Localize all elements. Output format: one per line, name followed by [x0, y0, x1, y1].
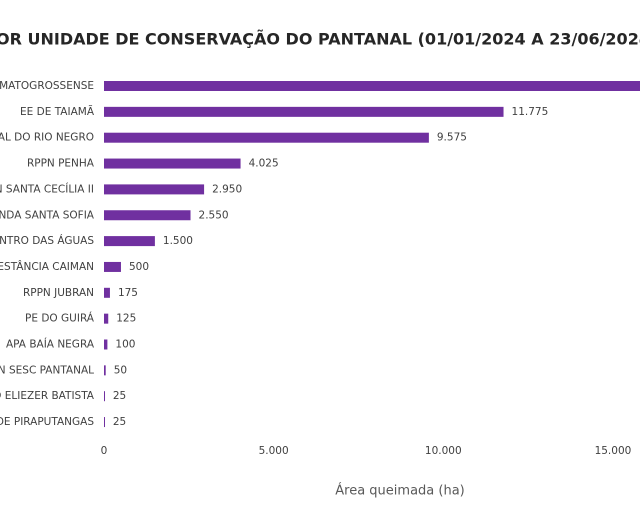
x-tick-label: 10.000 — [425, 445, 462, 457]
value-label: 175 — [118, 287, 138, 299]
y-tick-label: APA BAÍA NEGRA — [6, 338, 95, 351]
y-tick-label: PN SANTA CECÍLIA II — [0, 182, 94, 195]
bar — [104, 365, 106, 376]
bar — [104, 313, 109, 324]
bar — [104, 184, 205, 195]
bar — [104, 391, 105, 402]
bar — [104, 287, 110, 298]
value-label: 25 — [113, 390, 126, 402]
value-label: 1.500 — [163, 235, 193, 247]
value-label: 2.950 — [212, 183, 242, 195]
bar — [104, 158, 241, 169]
value-label: 100 — [115, 339, 135, 351]
bar — [104, 106, 504, 117]
x-tick-label: 15.000 — [595, 445, 632, 457]
y-tick-label: I ESTÂNCIA CAIMAN — [0, 260, 94, 273]
value-label: 2.550 — [199, 209, 229, 221]
y-tick-label: ZENDA SANTA SOFIA — [0, 209, 95, 221]
value-label: 125 — [116, 313, 136, 325]
bar — [104, 81, 640, 91]
value-label: 25 — [113, 416, 126, 428]
x-axis-title: Área queimada (ha) — [335, 483, 464, 499]
value-label: 11.775 — [512, 106, 549, 118]
y-tick-label: CONTRO DAS ÁGUAS — [0, 234, 94, 247]
y-tick-label: PE DO GUIRÁ — [25, 312, 95, 325]
value-label: 50 — [114, 364, 127, 376]
y-tick-label: EE DE TAIAMÃ — [20, 105, 95, 118]
bar — [104, 210, 191, 221]
value-label: 9.575 — [437, 132, 467, 144]
bar — [104, 339, 108, 350]
bar — [104, 261, 121, 272]
x-tick-label: 5.000 — [259, 445, 289, 457]
x-tick-label: 0 — [101, 445, 108, 457]
bar — [104, 236, 155, 247]
bar — [104, 132, 429, 143]
y-tick-label: L MATOGROSSENSE — [0, 80, 94, 92]
y-tick-label: DE PIRAPUTANGAS — [0, 416, 94, 428]
y-tick-label: NAL DO RIO NEGRO — [0, 132, 94, 144]
value-label: 4.025 — [249, 158, 279, 170]
y-tick-label: PN SESC PANTANAL — [0, 364, 94, 376]
value-label: 500 — [129, 261, 149, 273]
bar — [104, 417, 105, 428]
chart-title: OR UNIDADE DE CONSERVAÇÃO DO PANTANAL (0… — [0, 30, 640, 49]
y-tick-label: RPPN JUBRAN — [23, 287, 94, 299]
y-tick-label: RPPN PENHA — [27, 158, 95, 170]
y-tick-label: RO ELIEZER BATISTA — [0, 390, 95, 402]
